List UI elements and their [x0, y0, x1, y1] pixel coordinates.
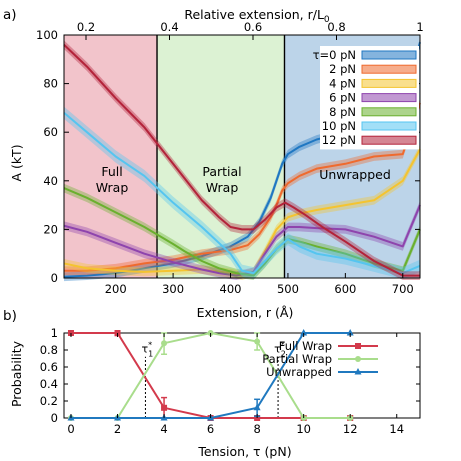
y-tick-label-a: 20 — [43, 222, 58, 236]
region-label-partial-line1: Partial — [202, 164, 241, 179]
legend-b-label: Partial Wrap — [262, 352, 332, 366]
legend-b-marker-partial_wrap_line — [355, 356, 361, 362]
panel-b: b) τ* 1 τ* 2 0 2 4 6 8 10 12 14 0 0.2 0.4 0.6 0.8 1 Full… — [3, 308, 421, 459]
top-axis-title-main: Relative extension, r/L — [184, 7, 324, 22]
y-tick-label-a: 0 — [51, 271, 58, 285]
legend-b-marker-unwrapped_line — [354, 368, 362, 375]
x-tick-label-a: 600 — [334, 282, 356, 296]
y-tick-label-b: 0.6 — [40, 360, 58, 374]
top-axis-title: Relative extension, r/L0 — [184, 7, 330, 25]
tension-markers: τ* 1 τ* 2 — [141, 341, 286, 418]
region-full-wrap — [64, 35, 158, 278]
x-tick-label-b: 8 — [253, 422, 260, 436]
point-unwrapped_line — [346, 329, 354, 336]
band-tau6 — [64, 200, 420, 280]
band-tau4 — [64, 144, 420, 280]
legend-b-label: Full Wrap — [279, 339, 332, 353]
y-tick-label-a: 100 — [36, 28, 58, 42]
region-label-unwrapped: Unwrapped — [319, 167, 391, 182]
band-tau12 — [64, 40, 420, 280]
legend-a-swatch-tau8 — [361, 107, 417, 117]
line-tau10 — [63, 111, 421, 275]
plot-a-frame — [156, 35, 286, 278]
legend-a-label: 6 pN — [329, 91, 356, 105]
top-tick-label-a: 1 — [416, 20, 423, 34]
point-partial_wrap_line — [161, 340, 168, 347]
y-tick-label-a: 80 — [43, 77, 58, 91]
region-label-full-line2: Wrap — [96, 180, 129, 195]
legend-a-swatch-tau0 — [361, 50, 417, 60]
legend-a-label: 2 pN — [329, 62, 356, 76]
point-unwrapped_line — [300, 329, 308, 336]
plot-b-ticks: 0 2 4 6 8 10 12 14 0 0.2 0.4 0.6 0.8 1 — [40, 326, 420, 436]
x-tick-label-b: 2 — [114, 422, 121, 436]
region-partial-wrap — [157, 35, 285, 278]
x-tick-label-a: 200 — [105, 282, 127, 296]
tension-marker-label-1: τ* 1 — [141, 341, 153, 359]
x-axis-title-a: Extension, r (Å) — [197, 305, 294, 320]
legend-a-label: 12 pN — [322, 133, 356, 147]
region-labels: Full Wrap Partial Wrap Unwrapped — [96, 164, 391, 195]
y-tick-label-a: 60 — [43, 125, 58, 139]
legend-a-label: τ=0 pN — [313, 48, 356, 62]
y-tick-label-b: 0.2 — [40, 394, 58, 408]
legend-a-swatch-tau10 — [361, 121, 417, 131]
legend-b-marker-full_wrap_line — [355, 343, 361, 349]
band-tau8 — [64, 183, 420, 280]
x-axis-title-b: Tension, τ (pN) — [197, 444, 291, 459]
x-tick-label-b: 0 — [67, 422, 74, 436]
legend-a-swatch-tau6 — [361, 93, 417, 103]
x-tick-label-b: 12 — [343, 422, 358, 436]
tension-marker-label-2: τ* 2 — [274, 341, 286, 359]
x-tick-label-b: 4 — [160, 422, 167, 436]
panel-b-letter: b) — [3, 308, 17, 324]
point-partial_wrap_line — [254, 338, 261, 345]
top-tick-label-a: 0.2 — [77, 20, 95, 34]
legend-a-label: 10 pN — [322, 119, 356, 133]
y-axis-title-a: A (kT) — [9, 144, 24, 181]
top-tick-label-a: 0.4 — [160, 20, 178, 34]
line-tau2 — [64, 102, 421, 272]
x-tick-label-b: 6 — [207, 422, 214, 436]
point-unwrapped_line — [253, 403, 261, 411]
y-tick-label-b: 0.4 — [40, 377, 58, 391]
x-tick-label-b: 10 — [296, 422, 311, 436]
plot-a-ticks: 200 300 400 500 600 700 0 20 40 60 80 100 0.2 0.4 0.6 0… — [36, 20, 424, 296]
legend-a-label: 8 pN — [329, 105, 356, 119]
legend-a-swatch-tau12 — [361, 135, 417, 145]
panel-a: a) Relative extension, r/L0 Full Wrap Pa… — [3, 7, 424, 320]
line-tau12 — [63, 43, 420, 277]
line-tau6 — [63, 204, 421, 277]
x-tick-label-a: 500 — [277, 282, 299, 296]
y-axis-title-b: Probability — [9, 340, 24, 407]
point-full_wrap_line — [161, 404, 168, 411]
top-tick-label-a: 0.8 — [327, 20, 345, 34]
panel-a-letter: a) — [3, 7, 17, 23]
legend-a-label: 4 pN — [329, 76, 356, 90]
legend-a-swatch-tau4 — [361, 78, 417, 88]
y-tick-label-b: 1 — [51, 326, 58, 340]
region-label-partial-line2: Wrap — [206, 180, 239, 195]
legend-a-swatch-tau2 — [361, 64, 417, 74]
plot-a-border — [63, 34, 421, 279]
y-tick-label-b: 0 — [51, 411, 58, 425]
x-tick-label-b: 14 — [389, 422, 404, 436]
x-tick-label-a: 700 — [392, 282, 414, 296]
y-tick-label-a: 40 — [43, 174, 58, 188]
top-axis-title-sub: 0 — [324, 15, 330, 25]
legend-b-label: Unwrapped — [266, 365, 332, 379]
y-tick-label-b: 0.8 — [40, 343, 58, 357]
line-tau8 — [63, 187, 421, 277]
x-tick-label-a: 400 — [220, 282, 242, 296]
x-tick-label-a: 300 — [162, 282, 184, 296]
region-label-full-line1: Full — [101, 164, 122, 179]
top-tick-label-a: 0.6 — [244, 20, 262, 34]
